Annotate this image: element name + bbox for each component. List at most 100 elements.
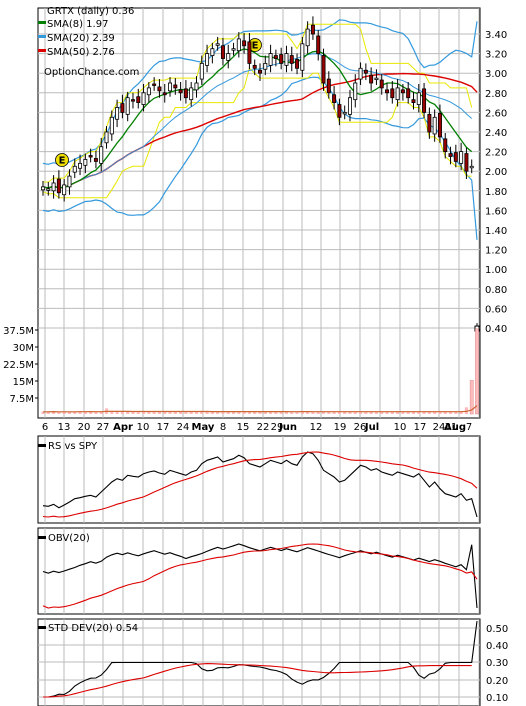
candle-body [300, 43, 305, 71]
candle-body [46, 188, 51, 191]
volume-bar [427, 411, 431, 414]
candle-body [453, 152, 458, 162]
candle-body [78, 162, 83, 169]
volume-bar [475, 328, 479, 415]
candle-body [469, 165, 474, 169]
x-tick-label: 20 [78, 422, 91, 433]
volume-bar [157, 411, 162, 414]
volume-tick-label: 22.5M [3, 360, 34, 371]
x-tick-label: 15 [237, 422, 250, 433]
sma8-swatch [38, 21, 46, 24]
sma20-legend: SMA(20) 2.39 [47, 33, 115, 44]
price-tick-label: 3.20 [485, 50, 507, 61]
price-channel-upper [43, 23, 473, 183]
rs-panel-title: RS vs SPY [48, 441, 98, 452]
volume-bar [173, 411, 177, 414]
x-tick-label: 10 [137, 422, 150, 433]
candle-body [83, 159, 88, 166]
candle-body [347, 97, 352, 115]
candle-body [130, 99, 135, 102]
candle-body [310, 24, 315, 35]
volume-bar [464, 407, 469, 414]
candle-body [459, 151, 464, 164]
volume-bar [78, 411, 82, 414]
candle-body [279, 54, 284, 64]
volume-bar [327, 411, 331, 414]
volume-bar [337, 411, 341, 414]
candle-body [363, 69, 368, 74]
volume-bar [189, 411, 193, 414]
stddev-tick-label: 0.40 [486, 641, 508, 652]
x-tick-label: 7 [466, 422, 472, 433]
volume-bar [422, 411, 426, 414]
price-tick-label: 3.00 [485, 69, 507, 80]
candle-body [252, 64, 257, 69]
candle-body [422, 88, 427, 113]
volume-bar [290, 411, 294, 414]
volume-bar [433, 411, 437, 414]
volume-bar [194, 411, 199, 414]
candle-body [284, 53, 289, 66]
candle-body [464, 153, 469, 172]
candle-body [374, 77, 379, 80]
candle-body [437, 112, 442, 138]
x-tick-label: May [192, 422, 215, 433]
volume-bar [147, 411, 151, 414]
sma20-line [42, 53, 473, 189]
candle-body [99, 146, 104, 164]
sma20-swatch [38, 35, 46, 38]
candle-body [432, 116, 437, 135]
x-tick-label: 24 [433, 422, 446, 433]
x-tick-label: 26 [354, 422, 367, 433]
volume-bar [268, 411, 273, 414]
candle-body [115, 107, 120, 120]
volume-bar [46, 411, 50, 414]
volume-bar [306, 411, 310, 414]
ticker-title: GRTX (daily) 0.36 [47, 6, 134, 17]
volume-bar [311, 411, 315, 414]
x-tick-label: 10 [394, 422, 407, 433]
volume-bar [284, 411, 289, 414]
stddev-average-line [43, 663, 472, 698]
price-tick-label: 0.60 [485, 304, 507, 315]
sma8-line [42, 48, 473, 189]
candle-body [379, 79, 384, 89]
x-tick-label: 17 [414, 422, 427, 433]
volume-bar [343, 411, 347, 414]
candle-body [152, 83, 157, 86]
stddev-tick-label: 0.10 [486, 693, 508, 704]
candle-body [220, 45, 225, 59]
volume-bar [67, 411, 72, 414]
volume-bar [131, 411, 135, 414]
price-tick-label: 0.80 [485, 285, 507, 296]
candle-body [353, 82, 358, 101]
candle-body [342, 112, 347, 115]
stddev-tick-label: 0.50 [486, 624, 508, 635]
volume-bar [417, 411, 421, 414]
volume-bar [401, 411, 405, 414]
rs-panel-frame [37, 435, 481, 524]
candle-body [162, 92, 167, 96]
volume-bar [41, 411, 45, 414]
candle-body [210, 48, 215, 56]
volume-bar [258, 411, 262, 414]
volume-bar [115, 411, 119, 414]
volume-bar [348, 411, 352, 414]
volume-bar [454, 411, 458, 414]
volume-bar [152, 411, 156, 414]
volume-bar [438, 411, 442, 414]
volume-tick-label: 37.5M [3, 326, 34, 337]
stddev-tick-label: 0.30 [486, 658, 508, 669]
volume-bar [237, 411, 241, 414]
volume-bar [110, 410, 114, 414]
volume-bar [216, 411, 220, 414]
candle-body [390, 88, 395, 99]
candle-body [236, 38, 241, 52]
x-tick-label: 24 [177, 422, 190, 433]
candle-body [93, 158, 98, 162]
volume-bar [168, 411, 172, 414]
volume-bar [242, 411, 246, 414]
candle-body [173, 84, 178, 89]
volume-bar [448, 411, 453, 414]
volume-bar [51, 411, 56, 414]
